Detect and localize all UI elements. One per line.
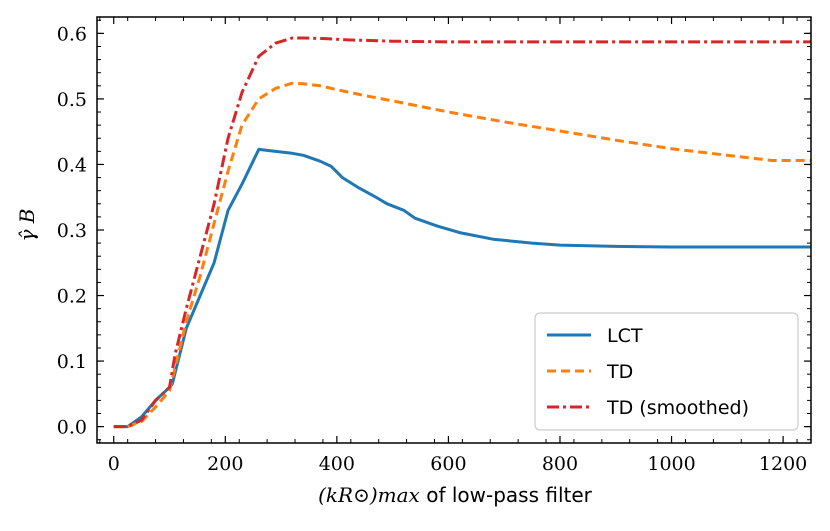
x-tick-label: 600 bbox=[430, 453, 466, 475]
y-tick-label: 0.2 bbox=[57, 286, 87, 308]
x-axis-label-text: of low-pass filter bbox=[420, 483, 593, 507]
legend-label: TD (smoothed) bbox=[606, 397, 749, 419]
series-line-td-smoothed bbox=[113, 36, 811, 429]
legend: LCT TD TD (smoothed) bbox=[534, 312, 799, 431]
ticks: 0 200 400 600 800 1000 1200 0.0 0.1 0.2 0.3 0.4 0.5 0… bbox=[57, 17, 811, 475]
x-tick-label: 1200 bbox=[759, 453, 807, 475]
legend-label: TD bbox=[606, 361, 633, 383]
y-tick-label: 0.6 bbox=[57, 23, 87, 45]
series-group bbox=[113, 36, 811, 429]
x-tick-label: 0 bbox=[108, 453, 120, 475]
y-axis-label: γ̂ B bbox=[15, 208, 39, 241]
legend-label: LCT bbox=[607, 325, 643, 347]
x-axis-label-math: (kR⊙)max bbox=[318, 483, 420, 507]
x-axis-label: (kR⊙)max of low-pass filter bbox=[318, 483, 593, 507]
x-tick-label: 400 bbox=[319, 453, 355, 475]
legend-box bbox=[534, 312, 799, 431]
series-line-lct bbox=[113, 147, 811, 429]
x-tick-label: 200 bbox=[207, 453, 243, 475]
y-tick-label: 0.5 bbox=[57, 89, 87, 111]
x-tick-label: 800 bbox=[542, 453, 578, 475]
x-tick-label: 1000 bbox=[647, 453, 695, 475]
y-tick-label: 0.4 bbox=[57, 154, 87, 176]
y-tick-label: 0.0 bbox=[57, 417, 87, 439]
y-tick-label: 0.3 bbox=[57, 220, 87, 242]
y-tick-label: 0.1 bbox=[57, 351, 87, 373]
